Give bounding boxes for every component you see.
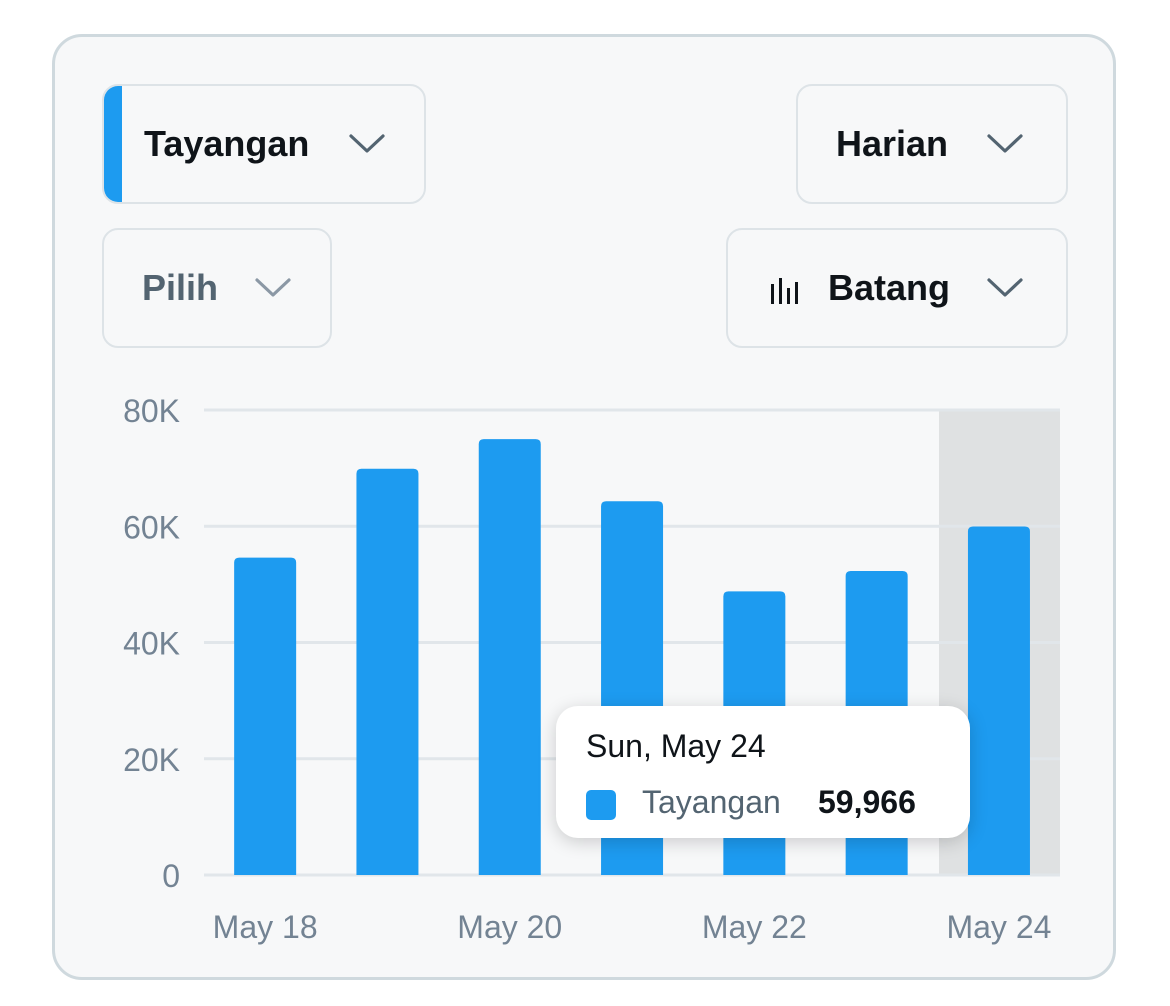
chart-type-label: Batang (828, 267, 951, 308)
y-tick-label: 0 (162, 858, 180, 894)
metric-dropdown-label: Tayangan (144, 123, 310, 164)
chevron-down-icon (254, 276, 292, 300)
bar-may-24 (967, 526, 1030, 875)
y-tick-label: 20K (123, 742, 180, 778)
period-dropdown-label: Harian (836, 123, 949, 164)
x-tick-label: May 22 (702, 909, 807, 945)
y-tick-label: 60K (123, 509, 180, 545)
bar-may-19 (356, 468, 419, 875)
bar-may-20 (478, 439, 541, 875)
x-tick-label: May 24 (946, 909, 1051, 945)
y-tick-label: 80K (123, 393, 180, 429)
bar-chart-icon (770, 276, 800, 309)
compare-dropdown-label: Pilih (142, 267, 219, 308)
x-tick-label: May 20 (457, 909, 562, 945)
metric-color-accent (104, 86, 122, 202)
tooltip-value: 59,966 (818, 784, 916, 820)
chart-type-dropdown[interactable]: Batang (726, 228, 1068, 348)
compare-dropdown[interactable]: Pilih (102, 228, 332, 348)
chevron-down-icon (986, 276, 1024, 300)
chart-tooltip: Sun, May 24 Tayangan 59,966 (556, 706, 970, 838)
tooltip-date: Sun, May 24 (586, 728, 766, 764)
chevron-down-icon (348, 132, 386, 156)
x-tick-label: May 18 (213, 909, 318, 945)
tooltip-series-name: Tayangan (642, 784, 781, 820)
tooltip-series-swatch (586, 790, 616, 820)
y-tick-label: 40K (123, 626, 180, 662)
bar-may-18 (234, 557, 297, 875)
period-dropdown[interactable]: Harian (796, 84, 1068, 204)
metric-dropdown[interactable]: Tayangan (102, 84, 426, 204)
chevron-down-icon (986, 132, 1024, 156)
